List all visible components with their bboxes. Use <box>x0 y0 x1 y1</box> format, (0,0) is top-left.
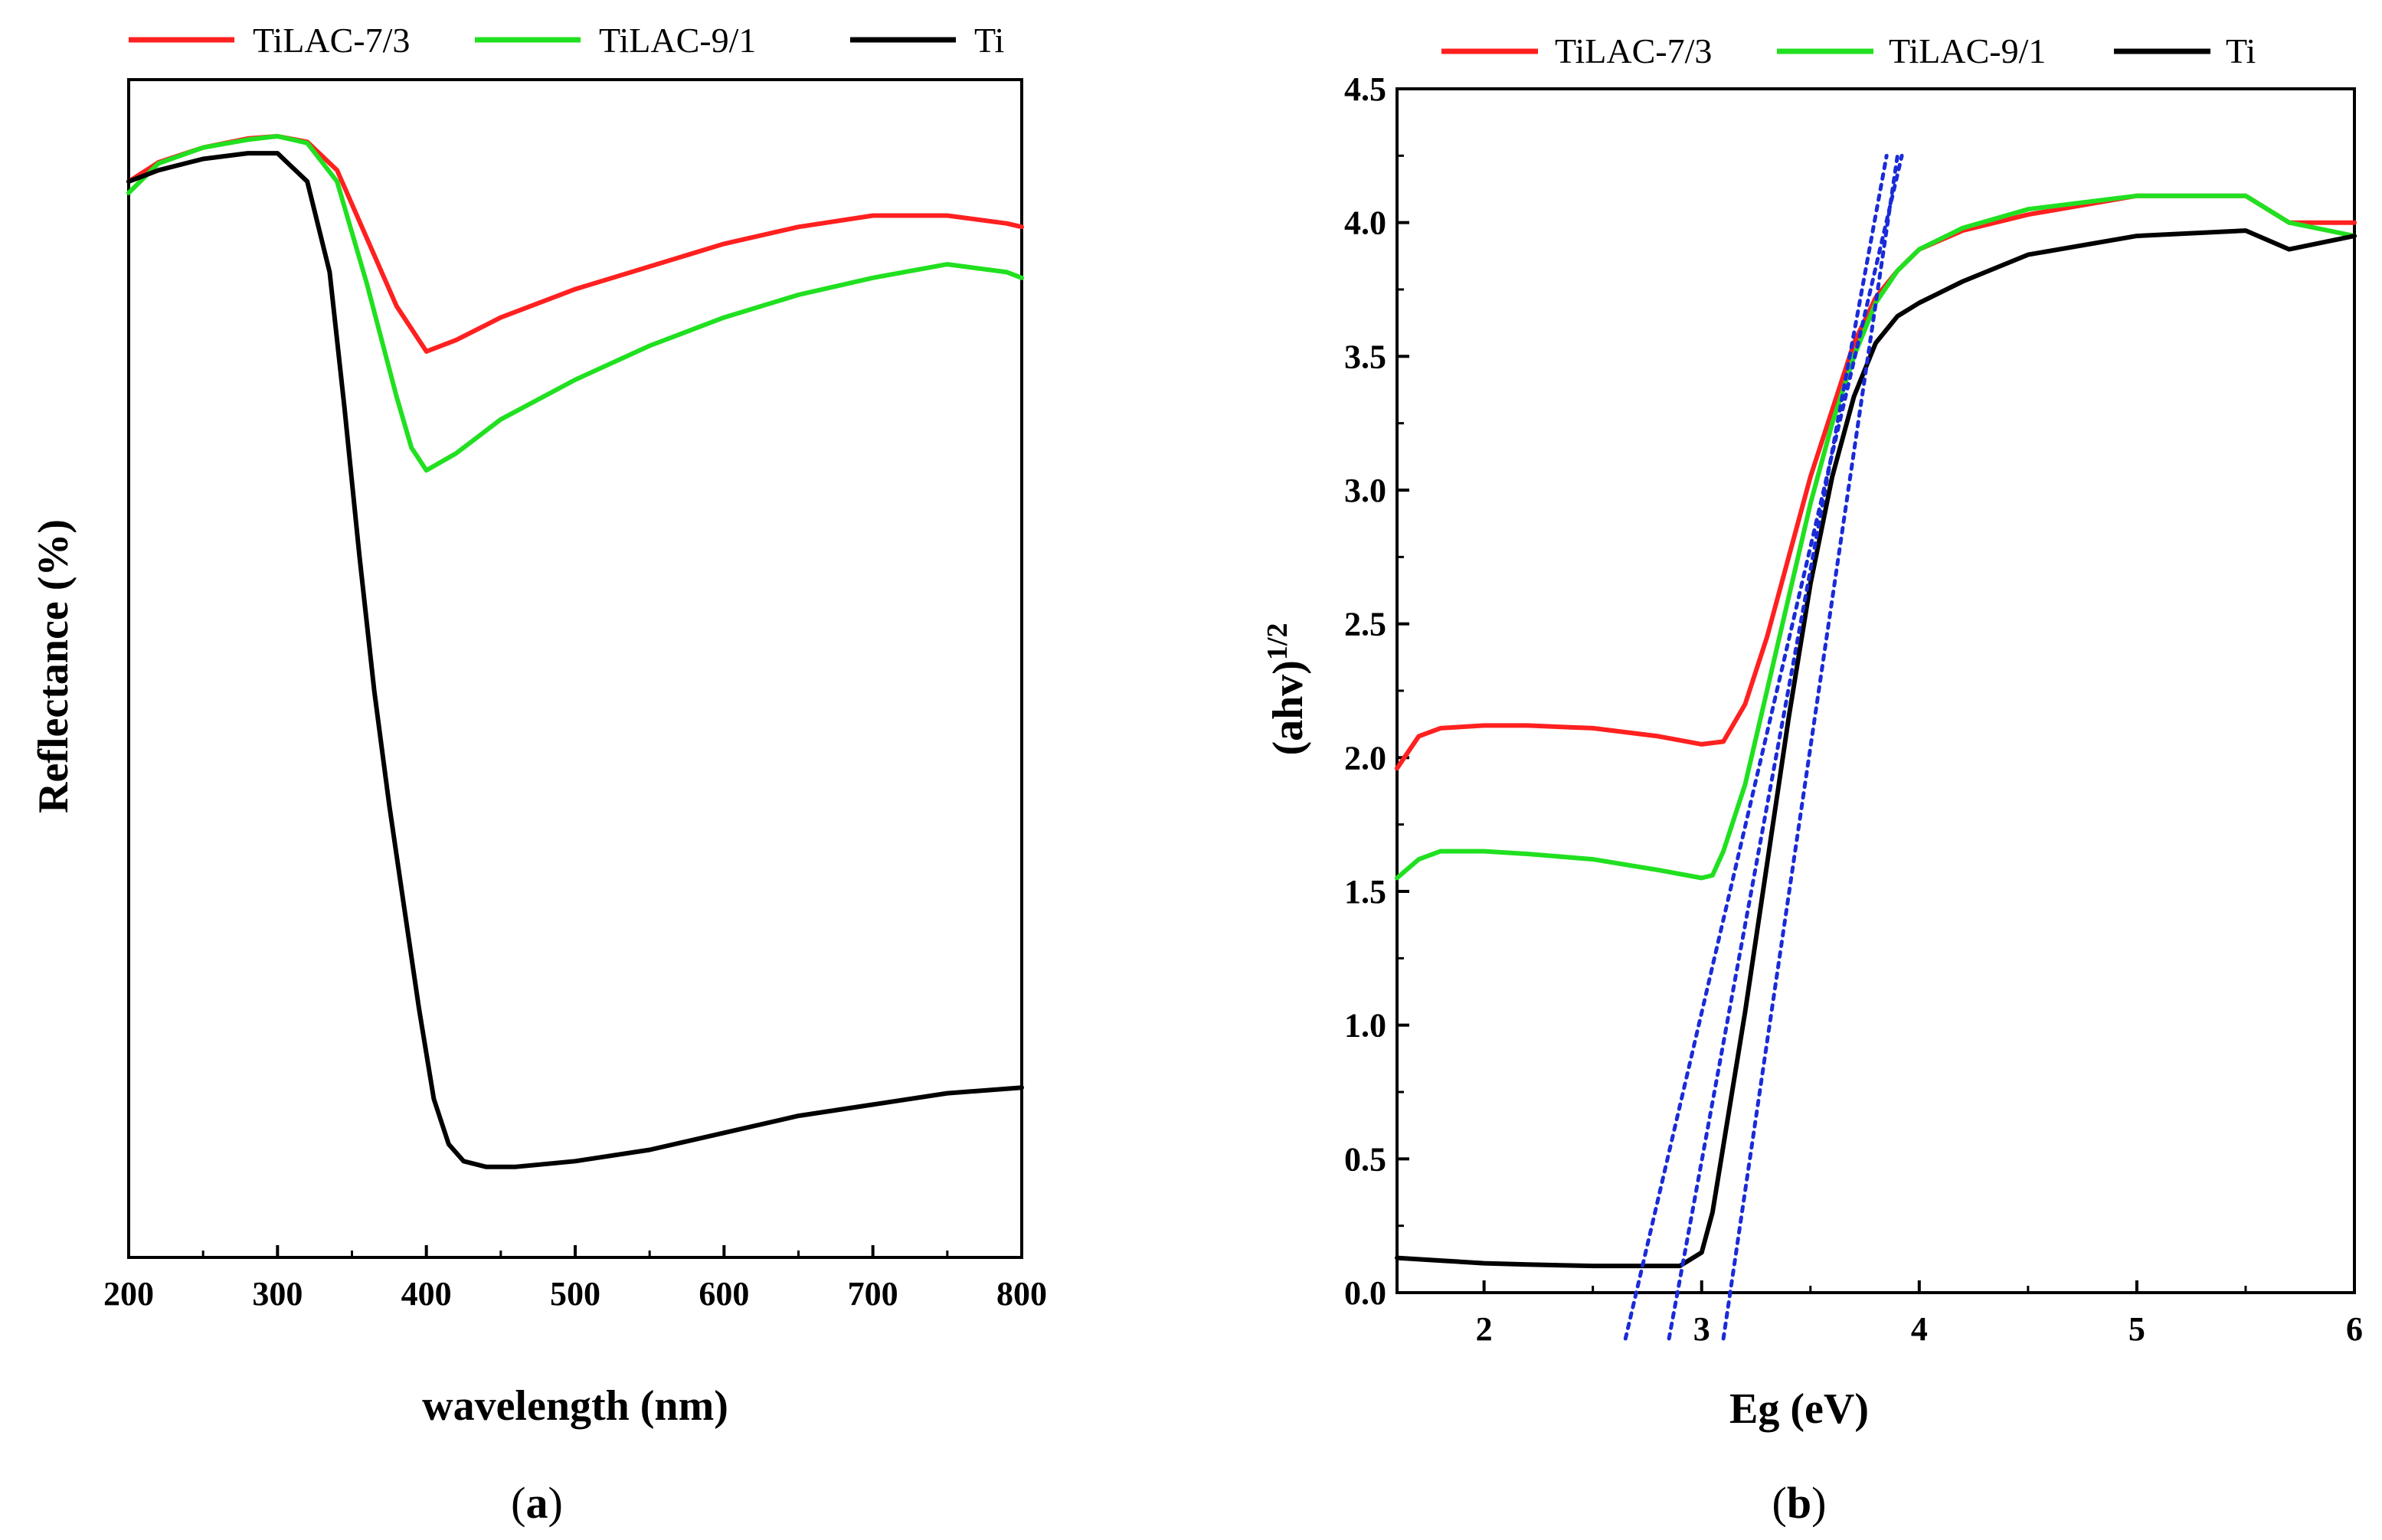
y-tick-label-b-8: 4.0 <box>1344 204 1386 242</box>
x-tick-label-b-3: 5 <box>2128 1310 2145 1348</box>
series-group-b <box>1395 193 2357 1269</box>
panel-b: TiLAC-7/3 TiLAC-9/1 Ti 2 3 4 5 6 0.0 0.5 1.0 1.5… <box>1261 31 2363 1528</box>
series-group-a <box>126 133 1024 1169</box>
tangent-line-b-2 <box>1721 153 1899 1341</box>
x-tick-label-a-2: 400 <box>401 1275 452 1313</box>
y-axis-title-a: Reflectance (%) <box>30 519 77 813</box>
panel-label-a: (a) <box>511 1478 563 1528</box>
legend-label-b-1: TiLAC-9/1 <box>1889 31 2046 70</box>
x-tick-label-a-0: 200 <box>103 1275 154 1313</box>
axis-ticks-b: 2 3 4 5 6 0.0 0.5 1.0 1.5 2.0 2.5 3.0 3.5 4.0 4.5 <box>1344 70 2363 1348</box>
series-line-b-Ti <box>1395 228 2357 1269</box>
legend-label-b-2: Ti <box>2226 31 2256 70</box>
legend-label-b-0: TiLAC-7/3 <box>1555 31 1712 70</box>
panel-label-a-letter: a <box>526 1478 548 1528</box>
y-axis-title-b-main: (ahv) <box>1265 660 1312 755</box>
series-line-b-TiLAC-7/3 <box>1395 193 2357 771</box>
x-axis-ticks-a: 200 300 400 500 600 700 800 <box>103 1245 1047 1313</box>
series-line-a-TiLAC-7/3 <box>126 133 1024 354</box>
y-tick-label-b-7: 3.5 <box>1344 338 1386 375</box>
x-tick-label-a-5: 700 <box>848 1275 898 1313</box>
legend-b: TiLAC-7/3 TiLAC-9/1 Ti <box>1441 31 2256 70</box>
y-tick-label-b-5: 2.5 <box>1344 606 1386 643</box>
y-tick-label-b-6: 3.0 <box>1344 472 1386 509</box>
x-tick-label-b-2: 4 <box>1911 1310 1928 1348</box>
tangent-line-b-1 <box>1667 153 1889 1341</box>
y-tick-label-b-2: 1.0 <box>1344 1007 1386 1045</box>
tangent-line-b-0 <box>1623 153 1904 1341</box>
legend-a: TiLAC-7/3 TiLAC-9/1 Ti <box>129 21 1004 60</box>
x-tick-label-a-6: 800 <box>996 1275 1047 1313</box>
x-tick-label-b-0: 2 <box>1476 1310 1493 1348</box>
series-line-a-Ti <box>126 151 1024 1169</box>
legend-label-a-0: TiLAC-7/3 <box>253 21 410 60</box>
y-tick-label-b-3: 1.5 <box>1344 873 1386 911</box>
y-tick-label-b-9: 4.5 <box>1344 70 1386 108</box>
panel-a: TiLAC-7/3 TiLAC-9/1 Ti 200 300 400 500 600 70… <box>30 21 1047 1528</box>
y-tick-label-b-1: 0.5 <box>1344 1140 1386 1178</box>
tangent-lines-b <box>1623 153 1904 1341</box>
legend-label-a-2: Ti <box>974 21 1004 60</box>
x-axis-title-a: wavelength (nm) <box>422 1382 728 1430</box>
panel-label-b-letter: b <box>1787 1478 1811 1528</box>
legend-label-a-1: TiLAC-9/1 <box>599 21 756 60</box>
y-axis-title-b-sup: 1/2 <box>1261 623 1294 660</box>
x-tick-label-b-1: 3 <box>1693 1310 1710 1348</box>
plot-frame-a <box>127 78 1023 1259</box>
y-tick-label-b-0: 0.0 <box>1344 1274 1386 1312</box>
series-line-a-TiLAC-9/1 <box>126 133 1024 473</box>
x-tick-label-b-4: 6 <box>2346 1310 2363 1348</box>
x-tick-label-a-4: 600 <box>699 1275 749 1313</box>
y-axis-title-b: (ahv)1/2 <box>1261 623 1312 755</box>
x-axis-title-b: Eg (eV) <box>1729 1385 1869 1433</box>
series-line-b-TiLAC-9/1 <box>1395 193 2357 881</box>
x-tick-label-a-3: 500 <box>550 1275 600 1313</box>
x-tick-label-a-1: 300 <box>252 1275 303 1313</box>
y-tick-label-b-4: 2.0 <box>1344 739 1386 777</box>
panel-label-b: (b) <box>1772 1478 1827 1528</box>
